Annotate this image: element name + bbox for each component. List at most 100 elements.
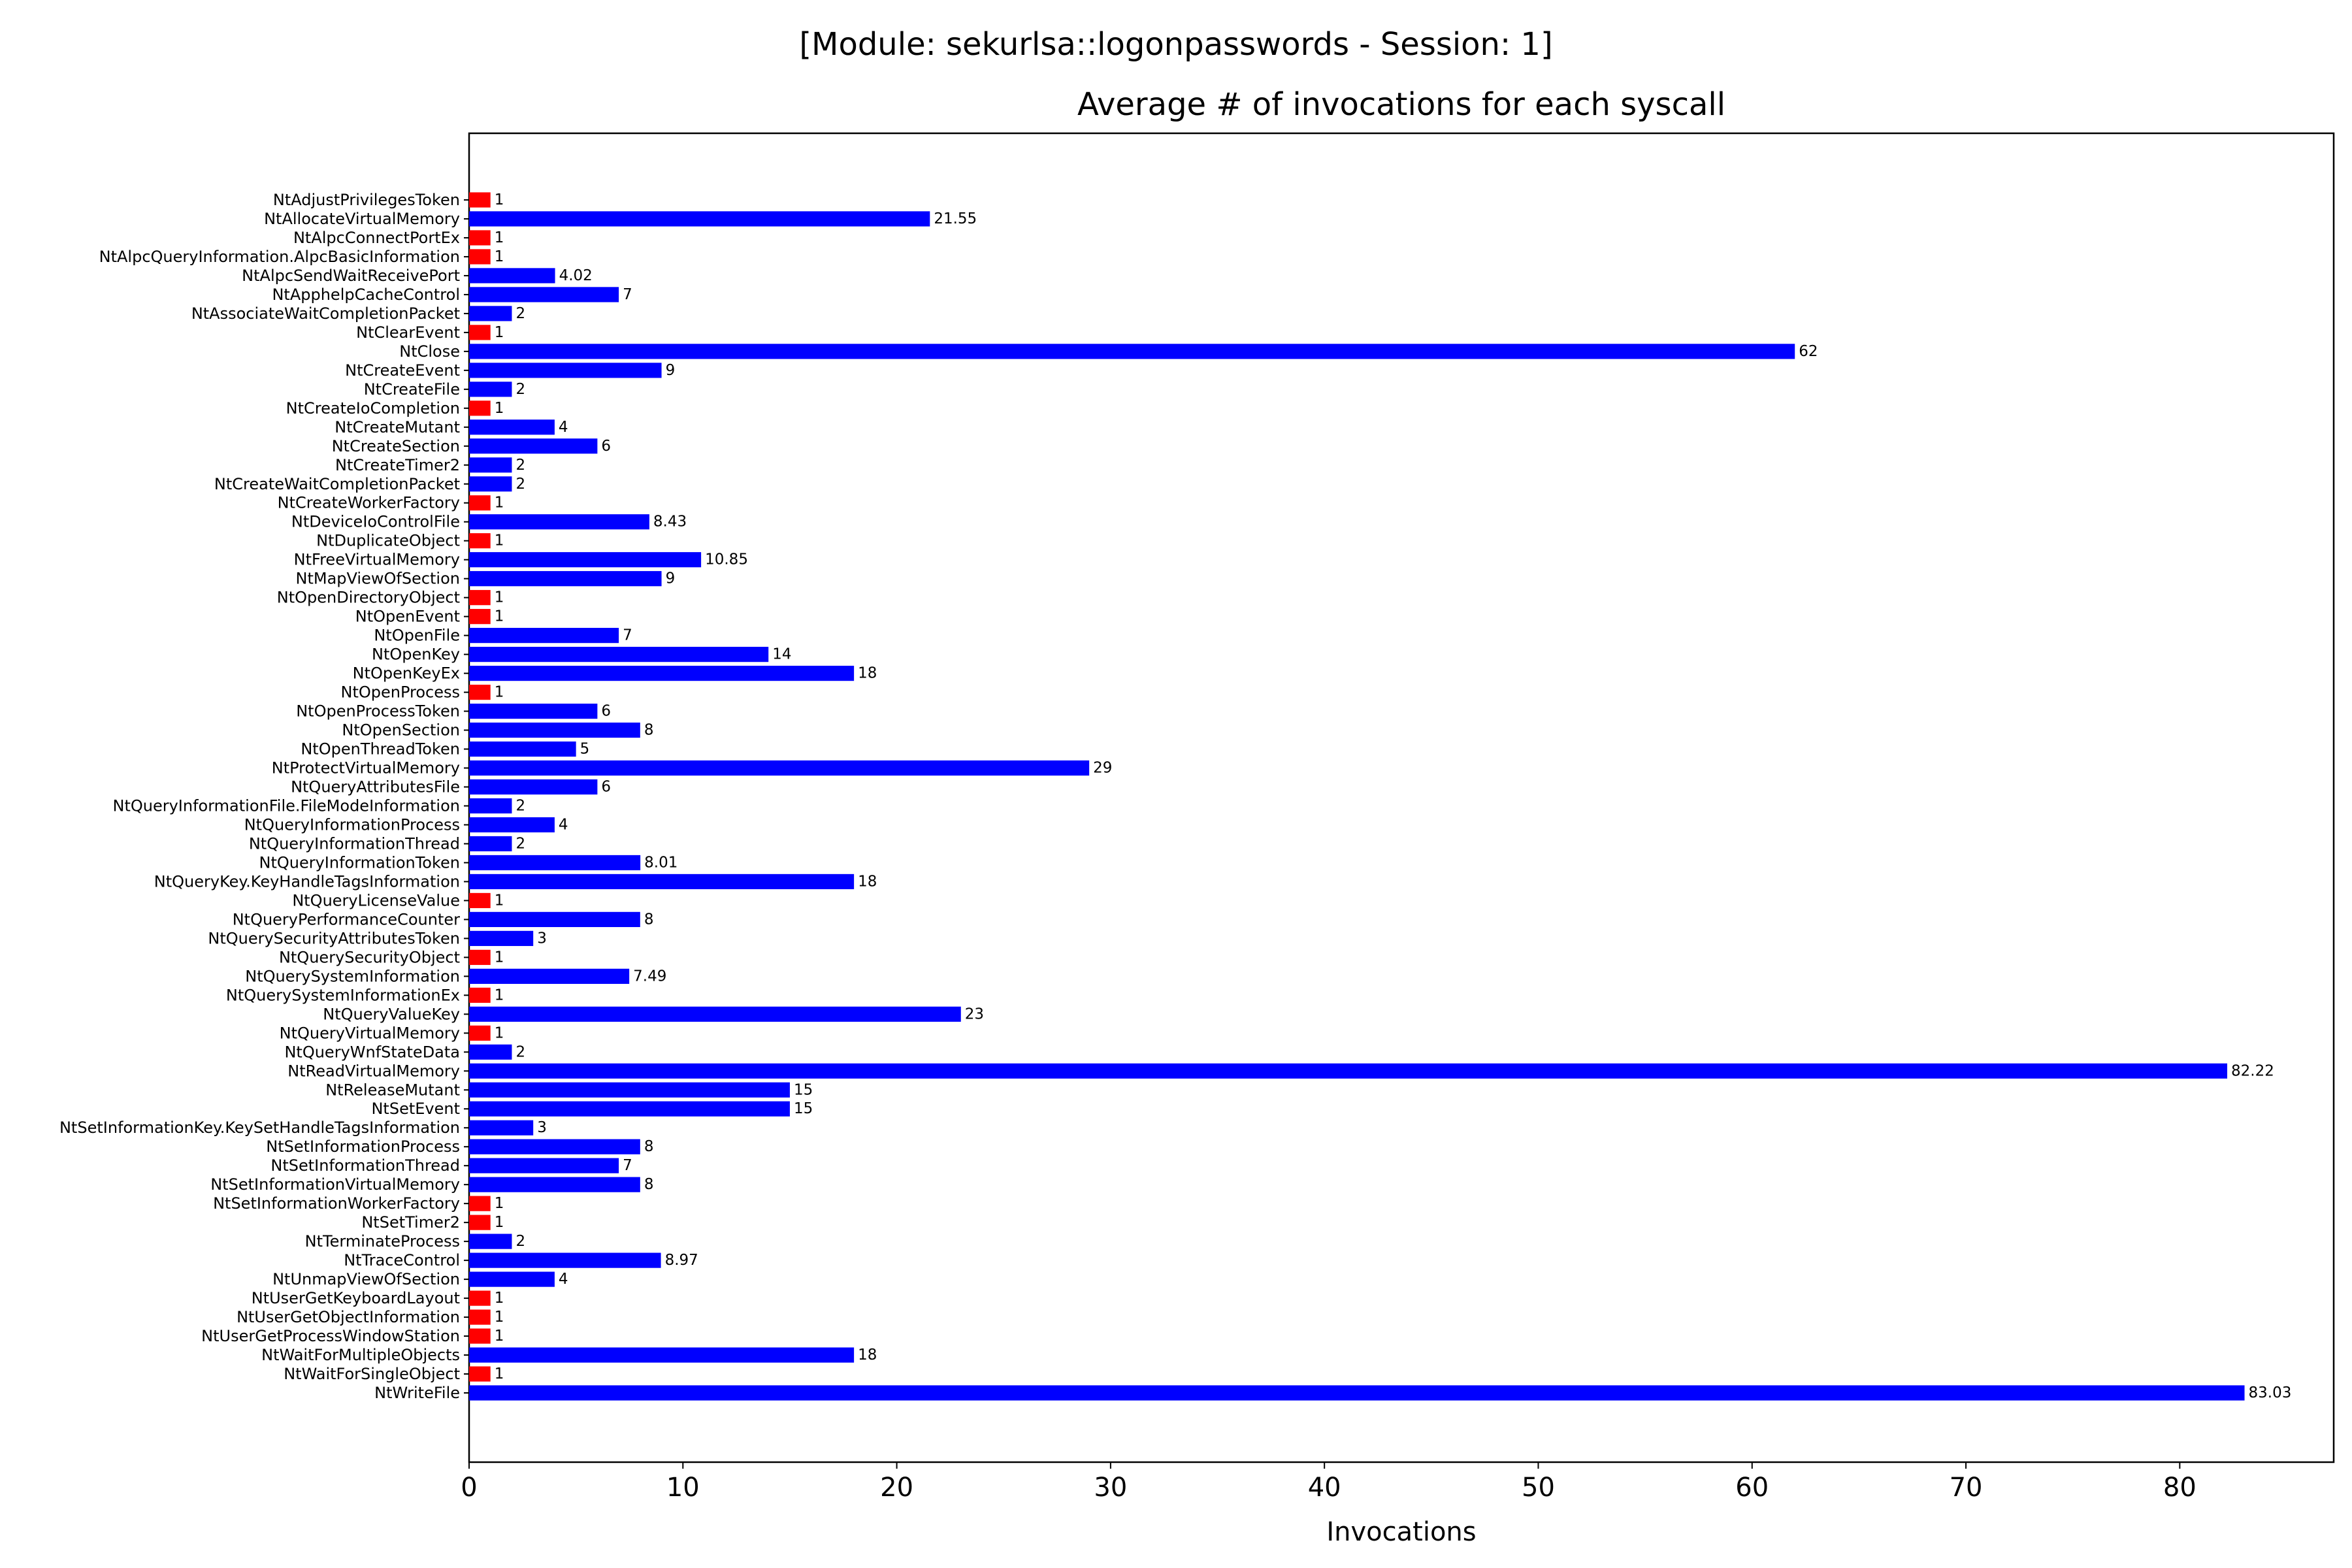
y-tick-label: NtProtectVirtualMemory [272,759,460,777]
y-tick-label: NtCreateWorkerFactory [278,494,460,512]
y-tick-label: NtCreateIoCompletion [286,399,460,417]
bar-value-label: 6 [601,438,611,455]
bar [469,987,491,1003]
bar [469,306,512,321]
chart-title: Average # of invocations for each syscal… [1077,86,1725,123]
bar-value-label: 9 [666,570,676,587]
y-tick-label: NtQueryPerformanceCounter [233,910,460,928]
bar [469,666,855,681]
bar [469,703,598,719]
bar-value-label: 18 [858,665,877,682]
bar-value-label: 3 [537,930,547,947]
bar-value-label: 9 [666,362,676,379]
plot-area [468,132,2335,1463]
bar [469,647,769,662]
bar-value-label: 29 [1093,760,1112,777]
bar [469,1139,640,1154]
bar [469,798,512,814]
y-tick-label: NtTraceControl [344,1251,460,1269]
bar-value-label: 8.01 [644,854,678,871]
bar-value-label: 15 [794,1081,813,1098]
bar-value-label: 2 [515,835,525,852]
bar-value-label: 7 [623,286,632,303]
bar-value-label: 2 [515,305,525,322]
bar-value-label: 4 [559,419,568,436]
bar-value-label: 83.03 [2249,1384,2292,1401]
bar-value-label: 5 [580,741,590,758]
bar-value-label: 8 [644,1176,654,1193]
chart-suptitle: [Module: sekurlsa::logonpasswords - Sess… [799,26,1552,63]
y-tick-label: NtOpenProcess [340,683,460,702]
y-tick-label: NtAssociateWaitCompletionPacket [191,304,460,323]
bar-value-label: 2 [515,1043,525,1060]
y-tick-label: NtQueryInformationToken [259,853,460,872]
y-tick-label: NtSetTimer2 [361,1213,460,1232]
y-tick-label: NtOpenFile [374,627,460,645]
y-tick-label: NtQueryKey.KeyHandleTagsInformation [154,872,460,890]
bar-value-label: 1 [495,589,504,606]
y-tick-label: NtQueryVirtualMemory [280,1024,460,1042]
bar-value-label: 18 [858,873,877,890]
y-tick-label: NtTerminateProcess [305,1232,460,1250]
bar-value-label: 21.55 [934,210,977,227]
y-tick-label: NtAllocateVirtualMemory [264,210,460,228]
y-tick-label: NtWaitForMultipleObjects [261,1346,460,1364]
y-tick-label: NtCreateTimer2 [335,456,460,474]
bar [469,779,598,795]
bar [469,268,555,284]
y-tick-label: NtWriteFile [374,1384,460,1402]
bar [469,533,491,549]
bar-value-label: 1 [495,1195,504,1212]
bar [469,1233,512,1249]
y-tick-label: NtCreateMutant [335,418,460,436]
bar-value-label: 1 [495,532,504,549]
y-tick-label: NtUserGetProcessWindowStation [201,1327,460,1345]
y-tick-label: NtUnmapViewOfSection [272,1270,460,1288]
bar [469,514,649,530]
bars-layer: 121.55114.0272162921462218.43110.8591171… [469,191,2291,1401]
bar [469,571,662,587]
bar-value-label: 8.97 [665,1252,698,1269]
bar [469,760,1090,776]
y-tick-label: NtCreateSection [332,437,460,455]
y-tick-label: NtOpenDirectoryObject [277,589,460,607]
y-tick-label: NtReleaseMutant [325,1081,460,1099]
bar-value-label: 15 [794,1100,813,1117]
y-tick-label: NtQuerySecurityAttributesToken [208,929,460,947]
bar-value-label: 14 [772,646,791,663]
y-tick-label: NtMapViewOfSection [296,570,460,588]
bar-value-label: 1 [495,1309,504,1326]
y-tick-label: NtQueryInformationProcess [244,815,460,834]
y-tick-label: NtSetInformationVirtualMemory [210,1175,460,1194]
bar [469,1215,491,1230]
y-tick-label: NtSetInformationThread [270,1156,460,1175]
bar-value-label: 4 [559,1271,568,1288]
bar-value-label: 82.22 [2231,1062,2274,1079]
bar-value-label: 1 [495,324,504,341]
bar-value-label: 2 [515,381,525,398]
bar [469,1196,491,1211]
bar [469,930,534,946]
y-tick-label: NtWaitForSingleObject [284,1365,460,1383]
y-tick-label: NtCreateEvent [345,361,460,380]
bar-value-label: 1 [495,248,504,265]
bar [469,1309,491,1325]
bar [469,419,555,435]
bar [469,1158,619,1173]
y-tick-label: NtQuerySystemInformationEx [226,986,460,1004]
y-tick-label: NtApphelpCacheControl [272,286,460,304]
bar-value-label: 1 [495,1328,504,1345]
y-tick-label: NtAlpcQueryInformation.AlpcBasicInformat… [99,248,460,266]
bar [469,249,491,265]
bar-value-label: 1 [495,1365,504,1382]
bar [469,817,555,833]
bar-value-label: 3 [537,1119,547,1136]
y-tick-label: NtQueryAttributesFile [291,778,460,796]
bar [469,836,512,852]
y-tick-label: NtReadVirtualMemory [287,1062,460,1080]
x-tick-label: 50 [1522,1473,1555,1503]
x-tick-label: 70 [1950,1473,1983,1503]
y-tick-label: NtQuerySecurityObject [279,948,460,966]
y-tick-label: NtSetInformationKey.KeySetHandleTagsInfo… [59,1119,460,1137]
